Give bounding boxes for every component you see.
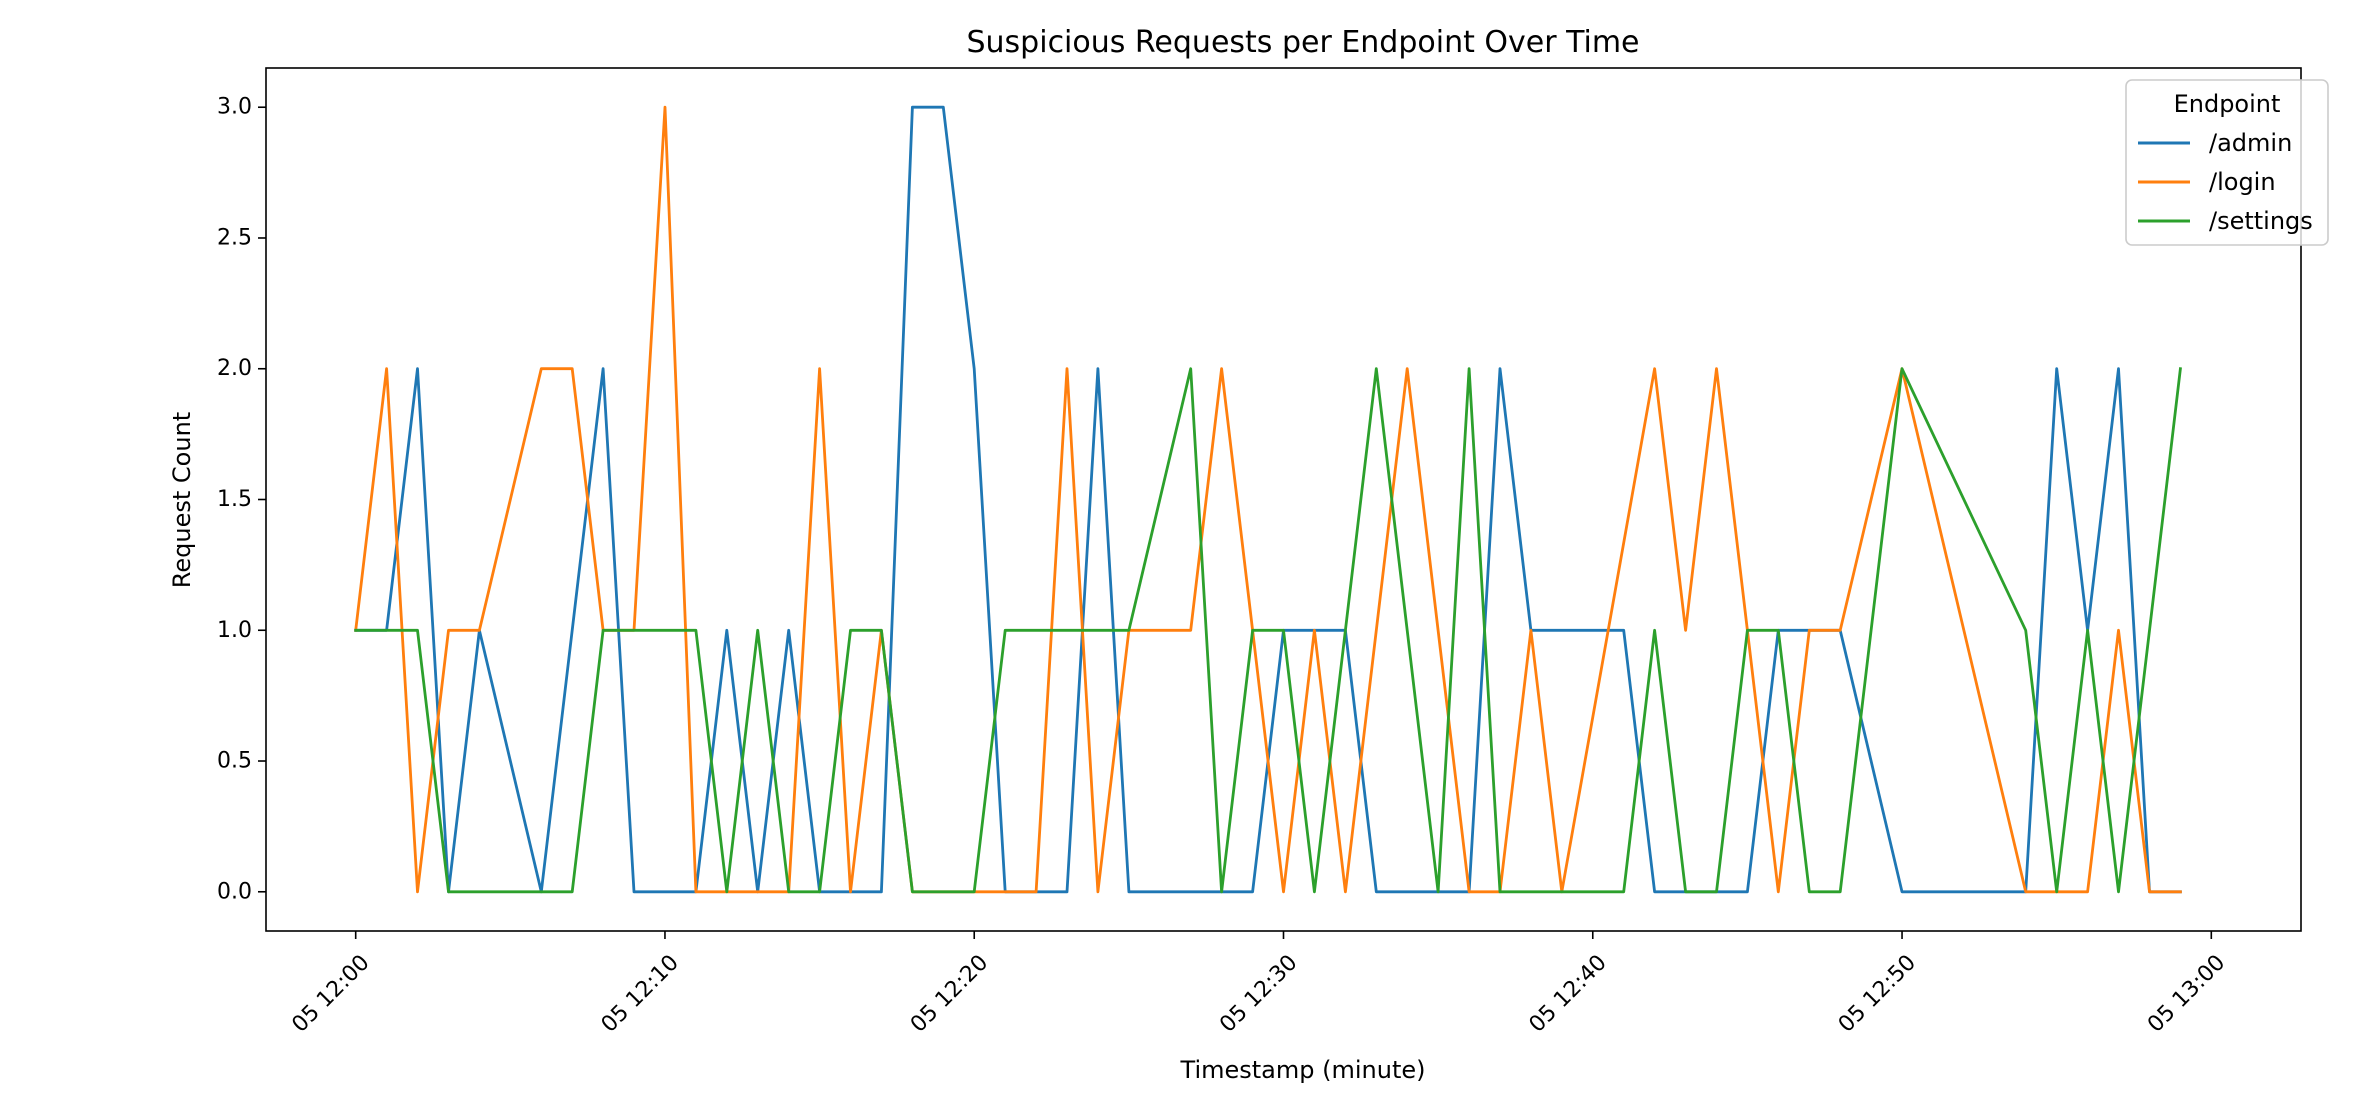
y-tick-label: 3.0 — [217, 95, 252, 120]
chart-title: Suspicious Requests per Endpoint Over Ti… — [967, 25, 1640, 60]
x-axis-title: Timestamp (minute) — [1180, 1056, 1426, 1084]
y-tick-label: 0.0 — [217, 879, 252, 904]
y-tick-label: 0.5 — [217, 749, 252, 774]
legend-label-settings: /settings — [2209, 207, 2313, 235]
legend: Endpoint /admin/login/settings — [2125, 79, 2329, 246]
series-line-settings — [354, 367, 2182, 894]
y-tick-label: 2.0 — [217, 356, 252, 381]
y-tick-label: 1.0 — [217, 618, 252, 643]
series-layer — [354, 105, 2182, 894]
y-tick-label: 1.5 — [217, 487, 252, 512]
y-axis: 0.0 0.5 1.0 1.5 2.0 2.5 3.0 — [217, 95, 266, 904]
y-tick-label: 2.5 — [217, 225, 252, 250]
legend-title: Endpoint — [2174, 90, 2281, 118]
legend-label-admin: /admin — [2209, 129, 2292, 157]
legend-entries: /admin/login/settings — [2138, 129, 2313, 235]
y-axis-title: Request Count — [168, 412, 196, 588]
series-line-login — [354, 105, 2182, 894]
legend-label-login: /login — [2209, 168, 2276, 196]
legend-box — [2125, 79, 2329, 246]
